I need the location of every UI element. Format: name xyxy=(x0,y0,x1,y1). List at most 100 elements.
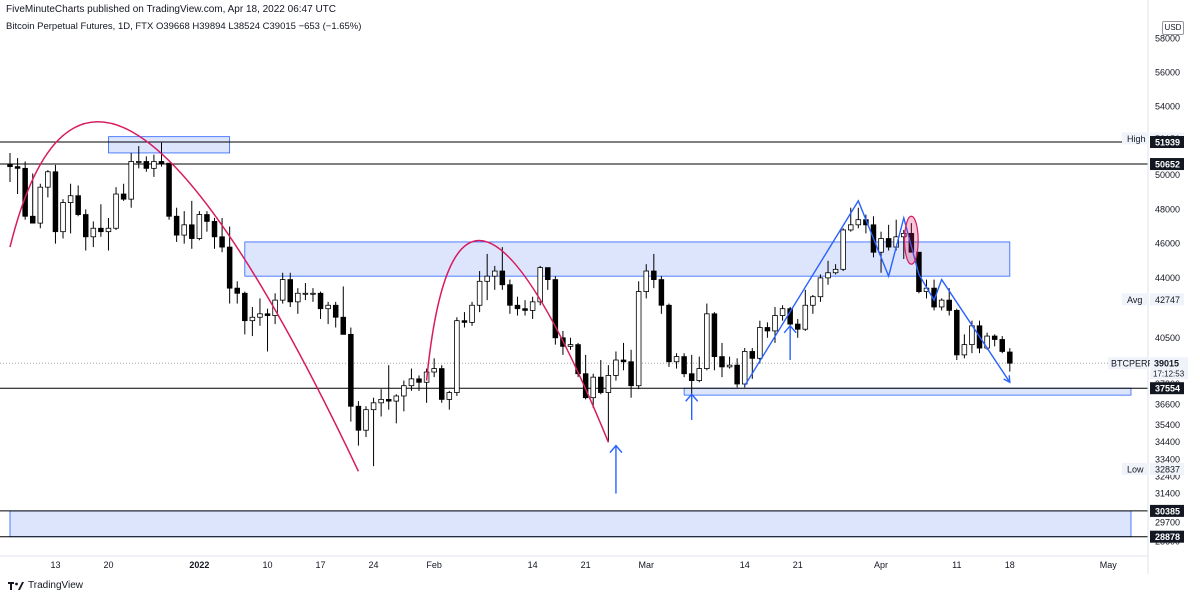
candle-109 xyxy=(832,264,839,275)
candle-62 xyxy=(476,271,483,313)
candle-34 xyxy=(264,308,271,352)
x-tick-label-13: 11 xyxy=(952,560,961,570)
candle-body xyxy=(363,409,369,431)
candle-63 xyxy=(484,253,490,301)
price-tag-label-box xyxy=(1122,293,1148,306)
price-tag-value: 50652 xyxy=(1155,160,1180,170)
candle-body xyxy=(52,171,59,233)
price-tag-label: Avg xyxy=(1127,295,1142,305)
candle-body xyxy=(287,279,293,303)
candle-body xyxy=(507,284,513,306)
drawings-layer xyxy=(9,121,1011,494)
price-tag-2: 50652 xyxy=(1150,158,1184,171)
candle-body xyxy=(249,316,256,322)
candle-21 xyxy=(166,162,172,220)
candle-74 xyxy=(567,337,574,350)
candle-1 xyxy=(14,158,21,195)
candle-51 xyxy=(393,394,400,424)
y-tick-label-14: 34400 xyxy=(1155,437,1180,447)
candle-body xyxy=(272,299,278,316)
candle-44 xyxy=(340,286,347,335)
candle-37 xyxy=(287,272,293,307)
candle-body xyxy=(279,279,286,301)
candle-body xyxy=(189,224,195,239)
candle-102 xyxy=(779,305,786,321)
x-tick-label-8: 21 xyxy=(581,560,591,570)
candle-body xyxy=(666,304,672,363)
tradingview-footer[interactable]: TradingView xyxy=(8,580,83,591)
candle-body xyxy=(408,378,415,387)
candle-96 xyxy=(734,358,740,388)
candle-body xyxy=(931,287,937,308)
candle-84 xyxy=(643,264,649,299)
price-tag-3: Avg 42747 xyxy=(1122,293,1184,306)
candle-87 xyxy=(666,303,672,367)
candle-26 xyxy=(204,211,210,232)
candle-body xyxy=(67,195,74,203)
pattern-line xyxy=(744,199,1011,387)
candle-52 xyxy=(401,380,407,412)
candle-body xyxy=(370,402,377,411)
candle-body xyxy=(598,376,604,393)
candle-111 xyxy=(848,207,854,232)
candle-78 xyxy=(598,360,604,395)
currency-selector[interactable]: USD xyxy=(1162,21,1184,35)
candle-body xyxy=(242,292,248,322)
candle-body xyxy=(704,313,710,369)
x-tick-label-3: 10 xyxy=(263,560,273,570)
candle-body xyxy=(848,224,854,231)
candle-body xyxy=(234,287,240,294)
y-tick-label-4: 50000 xyxy=(1155,170,1180,180)
price-tag-label-box xyxy=(1122,132,1148,145)
candle-body xyxy=(143,161,150,169)
candle-42 xyxy=(325,301,331,325)
x-tick-label-0: 13 xyxy=(50,560,60,570)
candle-body xyxy=(476,280,483,306)
candle-9 xyxy=(75,185,81,217)
time-axis[interactable]: 13 20 2022 10 17 24 Feb 14 21 Mar 14 21 Apr 11 18 May xyxy=(50,560,1117,570)
candle-body xyxy=(454,320,460,393)
candle-89 xyxy=(681,353,687,378)
candle-body xyxy=(393,395,400,402)
x-tick-label-15: May xyxy=(1100,560,1118,570)
arrow-2 xyxy=(783,324,797,361)
candle-77 xyxy=(590,373,596,408)
arc-1 xyxy=(425,239,610,443)
arrow-head xyxy=(685,393,699,402)
candle-body xyxy=(45,171,51,188)
candle-body xyxy=(211,221,218,238)
candle-69 xyxy=(529,296,536,319)
candle-body xyxy=(120,193,127,200)
candle-43 xyxy=(332,301,339,328)
candle-body xyxy=(431,368,437,373)
price-tag-value: 39015 xyxy=(1154,359,1179,369)
candle-body xyxy=(719,356,725,368)
candle-body xyxy=(219,236,225,248)
x-tick-label-12: Apr xyxy=(874,560,888,570)
candle-body xyxy=(832,268,839,274)
candle-28 xyxy=(219,217,225,253)
candle-36 xyxy=(279,272,286,304)
candle-106 xyxy=(810,294,816,314)
candle-body xyxy=(567,344,574,347)
candle-116 xyxy=(885,224,892,251)
candle-112 xyxy=(855,207,862,229)
candle-body xyxy=(461,320,468,323)
x-tick-label-7: 14 xyxy=(528,560,538,570)
price-tag-value: 37554 xyxy=(1155,384,1180,394)
candle-body xyxy=(310,292,316,295)
candle-body xyxy=(173,215,180,236)
price-tag-box xyxy=(1150,293,1184,306)
candle-46 xyxy=(355,401,362,446)
candle-body xyxy=(613,359,619,376)
candle-body xyxy=(855,219,862,226)
candle-29 xyxy=(226,226,233,304)
price-tag-box xyxy=(1150,530,1184,543)
price-tag-1: 51939 xyxy=(1150,136,1184,149)
candle-53 xyxy=(408,368,415,391)
candle-body xyxy=(348,333,354,407)
candle-90 xyxy=(688,354,695,395)
candle-40 xyxy=(310,288,316,302)
